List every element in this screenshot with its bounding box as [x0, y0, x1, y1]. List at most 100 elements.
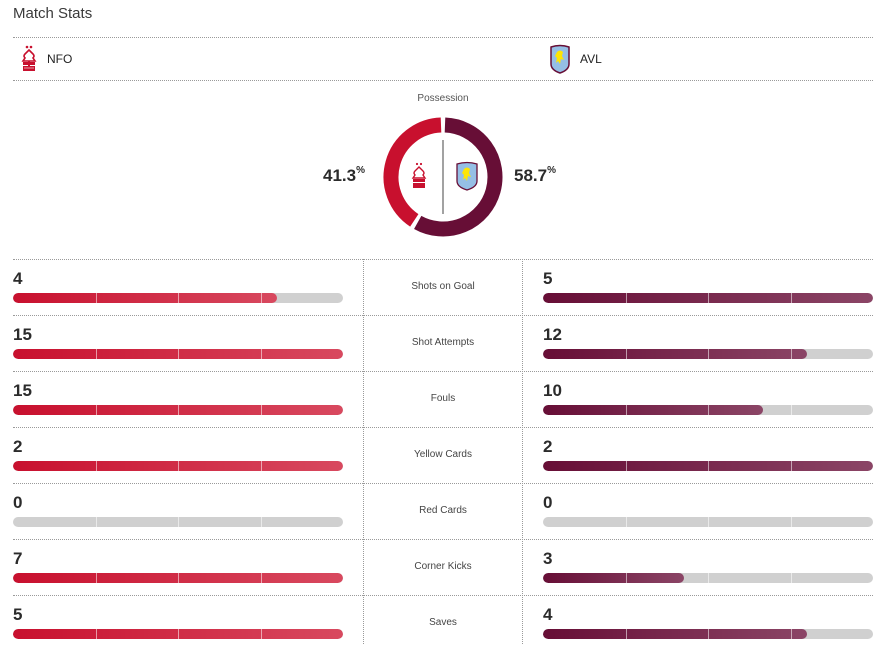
home-stat-bar-fill	[13, 293, 277, 303]
away-stat-value: 4	[543, 605, 553, 624]
aston-villa-crest-icon	[550, 44, 570, 74]
away-possession-value: 58.7%	[514, 165, 556, 185]
nottingham-forest-crest-icon	[411, 162, 427, 188]
home-stat-value: 2	[13, 437, 23, 456]
bar-tick	[708, 461, 709, 471]
stat-label: Shot Attempts	[411, 337, 475, 348]
home-team: NFO	[20, 44, 72, 74]
bar-tick	[178, 517, 179, 527]
away-stat-value: 3	[543, 549, 553, 568]
home-stat-bar	[13, 461, 343, 471]
stat-row: 15 Fouls 10	[0, 371, 886, 427]
bar-tick	[708, 573, 709, 583]
divider	[13, 315, 873, 316]
bar-tick	[178, 461, 179, 471]
possession-label: Possession	[417, 93, 469, 104]
aston-villa-crest-icon	[456, 161, 478, 191]
away-stat-bar-fill	[543, 629, 807, 639]
bar-tick	[95, 629, 97, 639]
divider	[13, 371, 873, 372]
bar-tick	[790, 405, 792, 415]
bar-tick	[708, 405, 709, 415]
column-divider	[522, 259, 523, 644]
page-title: Match Stats	[13, 5, 93, 22]
divider	[13, 259, 873, 260]
divider	[13, 80, 873, 81]
bar-tick	[178, 293, 179, 303]
home-stat-bar	[13, 293, 343, 303]
stat-label: Shots on Goal	[411, 281, 475, 292]
bar-tick	[708, 517, 709, 527]
bar-tick	[625, 517, 627, 527]
stat-label: Red Cards	[419, 505, 467, 516]
home-stat-bar	[13, 405, 343, 415]
away-team-name: AVL	[580, 52, 602, 66]
bar-tick	[625, 349, 627, 359]
away-stat-bar	[543, 349, 873, 359]
home-stat-value: 15	[13, 325, 32, 344]
away-stat-bar	[543, 629, 873, 639]
home-stat-bar	[13, 349, 343, 359]
home-stat-value: 0	[13, 493, 23, 512]
bar-tick	[790, 517, 792, 527]
bar-tick	[790, 293, 792, 303]
home-team-name: NFO	[47, 52, 73, 66]
bar-tick	[95, 461, 97, 471]
away-stat-bar	[543, 461, 873, 471]
away-stat-bar	[543, 293, 873, 303]
bar-tick	[625, 629, 627, 639]
stat-label: Fouls	[430, 393, 456, 404]
bar-tick	[790, 629, 792, 639]
bar-tick	[625, 405, 627, 415]
away-stat-value: 10	[543, 381, 562, 400]
away-stat-value: 0	[543, 493, 553, 512]
divider	[13, 539, 873, 540]
home-stat-value: 15	[13, 381, 32, 400]
bar-tick	[95, 573, 97, 583]
stat-label: Saves	[429, 617, 457, 628]
home-stat-value: 5	[13, 605, 23, 624]
bar-tick	[95, 293, 97, 303]
away-stat-bar-fill	[543, 349, 807, 359]
bar-tick	[178, 405, 179, 415]
home-possession-value: 41.3%	[323, 165, 365, 185]
bar-tick	[625, 293, 627, 303]
away-stat-value: 2	[543, 437, 553, 456]
home-stat-bar	[13, 629, 343, 639]
bar-tick	[625, 461, 627, 471]
away-team: AVL	[549, 44, 602, 74]
bar-tick	[260, 293, 262, 303]
stat-row: 15 Shot Attempts 12	[0, 315, 886, 371]
divider	[13, 427, 873, 428]
away-stat-bar	[543, 517, 873, 527]
bar-tick	[260, 405, 262, 415]
stat-row: 4 Shots on Goal 5	[0, 259, 886, 315]
away-stat-bar	[543, 405, 873, 415]
bar-tick	[260, 573, 262, 583]
stat-label: Yellow Cards	[414, 449, 472, 460]
divider	[13, 595, 873, 596]
divider	[13, 37, 873, 38]
bar-tick	[260, 461, 262, 471]
bar-tick	[708, 629, 709, 639]
away-stat-value: 5	[543, 269, 553, 288]
divider	[13, 483, 873, 484]
bar-tick	[178, 349, 179, 359]
bar-tick	[708, 349, 709, 359]
possession-donut	[383, 117, 503, 237]
bar-tick	[708, 293, 709, 303]
stat-label: Corner Kicks	[414, 561, 472, 572]
bar-tick	[260, 349, 262, 359]
away-stat-bar-fill	[543, 573, 685, 583]
stat-row: 7 Corner Kicks 3	[0, 539, 886, 595]
bar-tick	[260, 629, 262, 639]
home-stat-value: 4	[13, 269, 23, 288]
bar-tick	[790, 573, 792, 583]
stat-row: 5 Saves 4	[0, 595, 886, 651]
bar-tick	[95, 405, 97, 415]
bar-tick	[95, 349, 97, 359]
away-stat-bar-fill	[543, 405, 763, 415]
away-possession-arc	[414, 117, 503, 237]
away-stat-value: 12	[543, 325, 562, 344]
stat-row: 0 Red Cards 0	[0, 483, 886, 539]
